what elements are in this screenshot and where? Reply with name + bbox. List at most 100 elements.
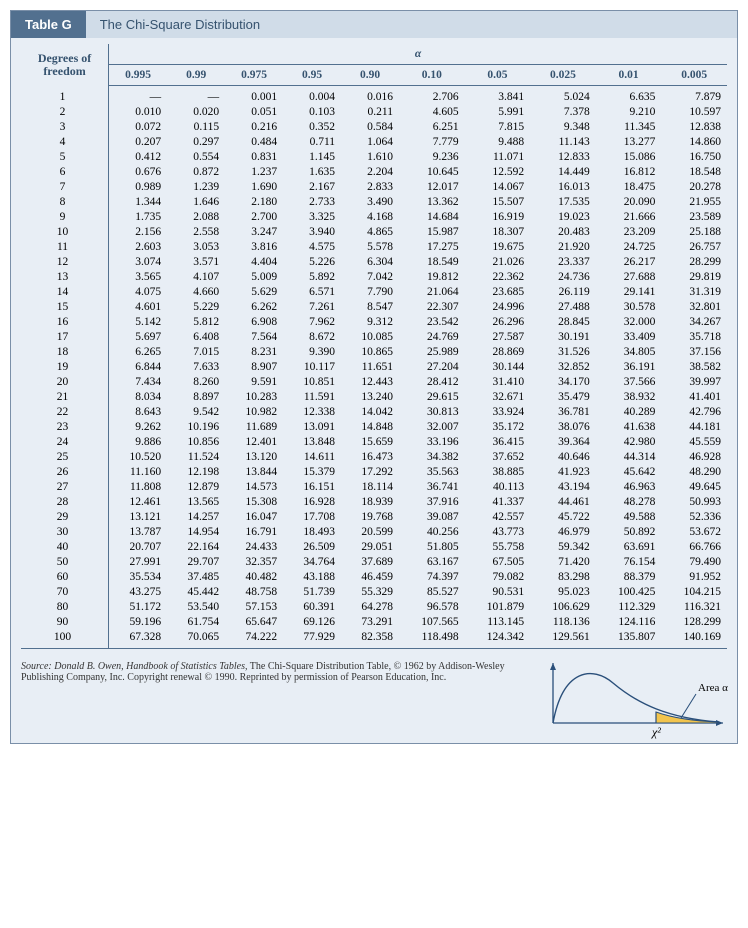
cell-value: 4.601 xyxy=(109,300,168,315)
cell-value: 57.153 xyxy=(225,600,283,615)
cell-value: 30.191 xyxy=(530,330,596,345)
cell-df: 22 xyxy=(21,405,109,420)
cell-value: 7.261 xyxy=(283,300,341,315)
cell-value: 13.091 xyxy=(283,420,341,435)
cell-value: 35.172 xyxy=(465,420,531,435)
cell-value: 36.191 xyxy=(596,360,662,375)
table-wrap: Degrees of freedom α 0.9950.990.9750.950… xyxy=(11,38,737,653)
cell-value: 124.116 xyxy=(596,615,662,630)
cell-value: 39.364 xyxy=(530,435,596,450)
cell-value: 18.548 xyxy=(661,165,727,180)
cell-df: 20 xyxy=(21,375,109,390)
cell-value: 1.237 xyxy=(225,165,283,180)
cell-value: 37.156 xyxy=(661,345,727,360)
cell-value: 46.963 xyxy=(596,480,662,495)
cell-value: 2.733 xyxy=(283,195,341,210)
cell-value: 35.479 xyxy=(530,390,596,405)
cell-value: 118.136 xyxy=(530,615,596,630)
table-row: 165.1425.8126.9087.9629.31223.54226.2962… xyxy=(21,315,727,330)
cell-value: 6.304 xyxy=(341,255,399,270)
cell-value: 28.845 xyxy=(530,315,596,330)
cell-value: 116.321 xyxy=(661,600,727,615)
cell-value: 3.940 xyxy=(283,225,341,240)
cell-value: 40.646 xyxy=(530,450,596,465)
cell-df: 60 xyxy=(21,570,109,585)
cell-value: 2.180 xyxy=(225,195,283,210)
cell-value: 14.257 xyxy=(167,510,225,525)
table-row: 2812.46113.56515.30816.92818.93937.91641… xyxy=(21,495,727,510)
cell-value: 9.312 xyxy=(341,315,399,330)
cell-value: 0.676 xyxy=(109,165,168,180)
cell-value: 29.141 xyxy=(596,285,662,300)
cell-value: 14.067 xyxy=(465,180,531,195)
cell-value: 8.547 xyxy=(341,300,399,315)
cell-value: 8.643 xyxy=(109,405,168,420)
cell-value: 31.410 xyxy=(465,375,531,390)
cell-value: 26.296 xyxy=(465,315,531,330)
cell-value: 13.277 xyxy=(596,135,662,150)
cell-value: 29.707 xyxy=(167,555,225,570)
cell-value: 10.856 xyxy=(167,435,225,450)
cell-df: 17 xyxy=(21,330,109,345)
cell-value: 3.490 xyxy=(341,195,399,210)
cell-value: 0.115 xyxy=(167,120,225,135)
cell-value: 29.051 xyxy=(341,540,399,555)
cell-value: 8.672 xyxy=(283,330,341,345)
cell-value: 38.076 xyxy=(530,420,596,435)
cell-value: 49.645 xyxy=(661,480,727,495)
cell-value: 12.592 xyxy=(465,165,531,180)
cell-value: 41.923 xyxy=(530,465,596,480)
cell-value: 0.020 xyxy=(167,105,225,120)
cell-df: 80 xyxy=(21,600,109,615)
cell-value: 5.697 xyxy=(109,330,168,345)
cell-value: 1.635 xyxy=(283,165,341,180)
cell-value: 9.348 xyxy=(530,120,596,135)
cell-value: 3.325 xyxy=(283,210,341,225)
table-row: 2913.12114.25716.04717.70819.76839.08742… xyxy=(21,510,727,525)
cell-value: 55.758 xyxy=(465,540,531,555)
table-row: 218.0348.89710.28311.59113.24029.61532.6… xyxy=(21,390,727,405)
cell-value: 43.275 xyxy=(109,585,168,600)
cell-value: 17.275 xyxy=(399,240,465,255)
cell-df: 26 xyxy=(21,465,109,480)
cell-value: 41.337 xyxy=(465,495,531,510)
cell-value: 15.086 xyxy=(596,150,662,165)
cell-value: 5.892 xyxy=(283,270,341,285)
cell-value: 0.216 xyxy=(225,120,283,135)
cell-value: 1.610 xyxy=(341,150,399,165)
cell-value: 82.358 xyxy=(341,630,399,649)
cell-value: 23.685 xyxy=(465,285,531,300)
header-col: 0.01 xyxy=(596,65,662,86)
cell-value: 7.962 xyxy=(283,315,341,330)
cell-value: 30.813 xyxy=(399,405,465,420)
cell-value: 31.526 xyxy=(530,345,596,360)
table-row: 8051.17253.54057.15360.39164.27896.57810… xyxy=(21,600,727,615)
cell-value: 20.707 xyxy=(109,540,168,555)
cell-value: 16.791 xyxy=(225,525,283,540)
cell-value: 7.042 xyxy=(341,270,399,285)
cell-value: 18.307 xyxy=(465,225,531,240)
cell-value: 42.980 xyxy=(596,435,662,450)
cell-value: 0.554 xyxy=(167,150,225,165)
cell-value: 66.766 xyxy=(661,540,727,555)
table-row: 70.9891.2391.6902.1672.83312.01714.06716… xyxy=(21,180,727,195)
cell-value: 129.561 xyxy=(530,630,596,649)
cell-value: 15.308 xyxy=(225,495,283,510)
cell-value: 2.833 xyxy=(341,180,399,195)
cell-value: 2.204 xyxy=(341,165,399,180)
cell-value: 34.267 xyxy=(661,315,727,330)
cell-value: 33.924 xyxy=(465,405,531,420)
cell-value: 24.769 xyxy=(399,330,465,345)
cell-value: 26.119 xyxy=(530,285,596,300)
cell-value: 29.615 xyxy=(399,390,465,405)
cell-value: 7.015 xyxy=(167,345,225,360)
cell-value: 5.629 xyxy=(225,285,283,300)
cell-value: 6.844 xyxy=(109,360,168,375)
cell-value: 67.328 xyxy=(109,630,168,649)
cell-value: 1.344 xyxy=(109,195,168,210)
cell-value: 14.848 xyxy=(341,420,399,435)
cell-df: 2 xyxy=(21,105,109,120)
cell-value: 69.126 xyxy=(283,615,341,630)
cell-value: 24.996 xyxy=(465,300,531,315)
cell-value: 2.603 xyxy=(109,240,168,255)
